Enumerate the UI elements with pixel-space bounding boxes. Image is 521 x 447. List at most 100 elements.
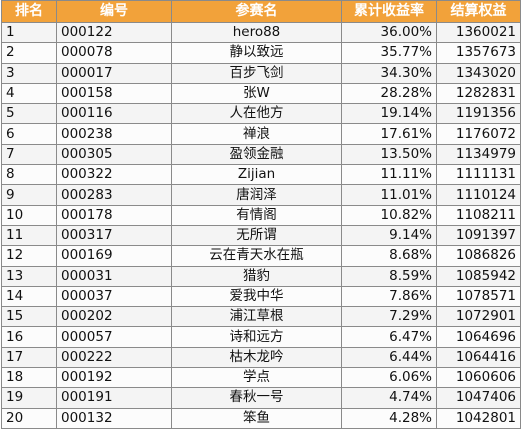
rank-cell: 12	[1, 245, 57, 267]
rank-cell: 11	[1, 224, 57, 247]
table-row: 3 000017 百步飞剑 34.30% 1343020	[1, 62, 521, 84]
return-cell: 19.14%	[341, 103, 437, 125]
table-row: 4 000158 张W 28.28% 1282831	[1, 82, 521, 105]
id-cell: 000132	[56, 407, 172, 429]
equity-cell: 1064416	[436, 346, 521, 369]
return-cell: 17.61%	[341, 123, 437, 145]
equity-cell: 1176072	[436, 123, 521, 145]
equity-cell: 1078571	[436, 285, 521, 308]
header-rank: 排名	[1, 0, 57, 23]
name-cell: 静以致远	[171, 42, 342, 64]
id-cell: 000158	[56, 82, 172, 105]
table-row: 6 000238 禅浪 17.61% 1176072	[1, 123, 521, 145]
table-row: 5 000116 人在他方 19.14% 1191356	[1, 103, 521, 125]
id-cell: 000122	[56, 21, 172, 44]
id-cell: 000317	[56, 224, 172, 247]
table-row: 13 000031 猎豹 8.59% 1085942	[1, 265, 521, 287]
equity-cell: 1110124	[436, 184, 521, 206]
return-cell: 11.11%	[341, 164, 437, 186]
equity-cell: 1047406	[436, 387, 521, 409]
return-cell: 4.28%	[341, 407, 437, 429]
id-cell: 000178	[56, 204, 172, 226]
rank-cell: 1	[1, 21, 57, 44]
id-cell: 000057	[56, 326, 172, 348]
header-cumulative-return: 累计收益率	[341, 0, 437, 23]
id-cell: 000192	[56, 367, 172, 389]
equity-cell: 1111131	[436, 164, 521, 186]
return-cell: 34.30%	[341, 62, 437, 84]
id-cell: 000305	[56, 143, 172, 166]
table-row: 19 000191 春秋一号 4.74% 1047406	[1, 387, 521, 409]
name-cell: 百步飞剑	[171, 62, 342, 84]
return-cell: 35.77%	[341, 42, 437, 64]
name-cell: 张W	[171, 82, 342, 105]
rank-cell: 20	[1, 407, 57, 429]
id-cell: 000322	[56, 164, 172, 186]
equity-cell: 1086826	[436, 245, 521, 267]
rank-cell: 9	[1, 184, 57, 206]
return-cell: 36.00%	[341, 21, 437, 44]
return-cell: 6.44%	[341, 346, 437, 369]
table-header-row: 排名 编号 参赛名 累计收益率 结算权益	[1, 0, 521, 23]
rank-cell: 15	[1, 306, 57, 328]
header-id: 编号	[56, 0, 172, 23]
name-cell: 枯木龙吟	[171, 346, 342, 369]
name-cell: hero88	[171, 21, 342, 44]
table-row: 9 000283 唐润泽 11.01% 1110124	[1, 184, 521, 206]
rank-cell: 10	[1, 204, 57, 226]
name-cell: 禅浪	[171, 123, 342, 145]
id-cell: 000191	[56, 387, 172, 409]
return-cell: 6.06%	[341, 367, 437, 389]
name-cell: 猎豹	[171, 265, 342, 287]
equity-cell: 1360021	[436, 21, 521, 44]
rank-cell: 4	[1, 82, 57, 105]
rank-cell: 7	[1, 143, 57, 166]
rank-cell: 17	[1, 346, 57, 369]
equity-cell: 1060606	[436, 367, 521, 389]
name-cell: 无所谓	[171, 224, 342, 247]
table-row: 15 000202 浦江草根 7.29% 1072901	[1, 306, 521, 328]
table-row: 16 000057 诗和远方 6.47% 1064696	[1, 326, 521, 348]
rank-cell: 3	[1, 62, 57, 84]
equity-cell: 1108211	[436, 204, 521, 226]
name-cell: 爱我中华	[171, 285, 342, 308]
header-name: 参赛名	[171, 0, 342, 23]
rank-cell: 2	[1, 42, 57, 64]
ranking-table: 排名 编号 参赛名 累计收益率 结算权益 1 000122 hero88 36.…	[1, 0, 521, 429]
header-settlement-equity: 结算权益	[436, 0, 521, 23]
return-cell: 7.29%	[341, 306, 437, 328]
name-cell: Zijian	[171, 164, 342, 186]
equity-cell: 1191356	[436, 103, 521, 125]
equity-cell: 1042801	[436, 407, 521, 429]
rank-cell: 14	[1, 285, 57, 308]
return-cell: 28.28%	[341, 82, 437, 105]
rank-cell: 19	[1, 387, 57, 409]
equity-cell: 1085942	[436, 265, 521, 287]
name-cell: 有情阁	[171, 204, 342, 226]
id-cell: 000202	[56, 306, 172, 328]
equity-cell: 1357673	[436, 42, 521, 64]
return-cell: 9.14%	[341, 224, 437, 247]
name-cell: 浦江草根	[171, 306, 342, 328]
table-row: 17 000222 枯木龙吟 6.44% 1064416	[1, 346, 521, 369]
name-cell: 诗和远方	[171, 326, 342, 348]
rank-cell: 18	[1, 367, 57, 389]
id-cell: 000078	[56, 42, 172, 64]
equity-cell: 1064696	[436, 326, 521, 348]
name-cell: 春秋一号	[171, 387, 342, 409]
rank-cell: 8	[1, 164, 57, 186]
table-row: 20 000132 笨鱼 4.28% 1042801	[1, 407, 521, 429]
table-row: 14 000037 爱我中华 7.86% 1078571	[1, 285, 521, 308]
table-row: 12 000169 云在青天水在瓶 8.68% 1086826	[1, 245, 521, 267]
name-cell: 唐润泽	[171, 184, 342, 206]
table-body: 1 000122 hero88 36.00% 1360021 2 000078 …	[1, 21, 521, 429]
name-cell: 盈领金融	[171, 143, 342, 166]
table-row: 11 000317 无所谓 9.14% 1091397	[1, 224, 521, 247]
id-cell: 000169	[56, 245, 172, 267]
name-cell: 学点	[171, 367, 342, 389]
name-cell: 云在青天水在瓶	[171, 245, 342, 267]
rank-cell: 5	[1, 103, 57, 125]
id-cell: 000017	[56, 62, 172, 84]
return-cell: 11.01%	[341, 184, 437, 206]
rank-cell: 13	[1, 265, 57, 287]
